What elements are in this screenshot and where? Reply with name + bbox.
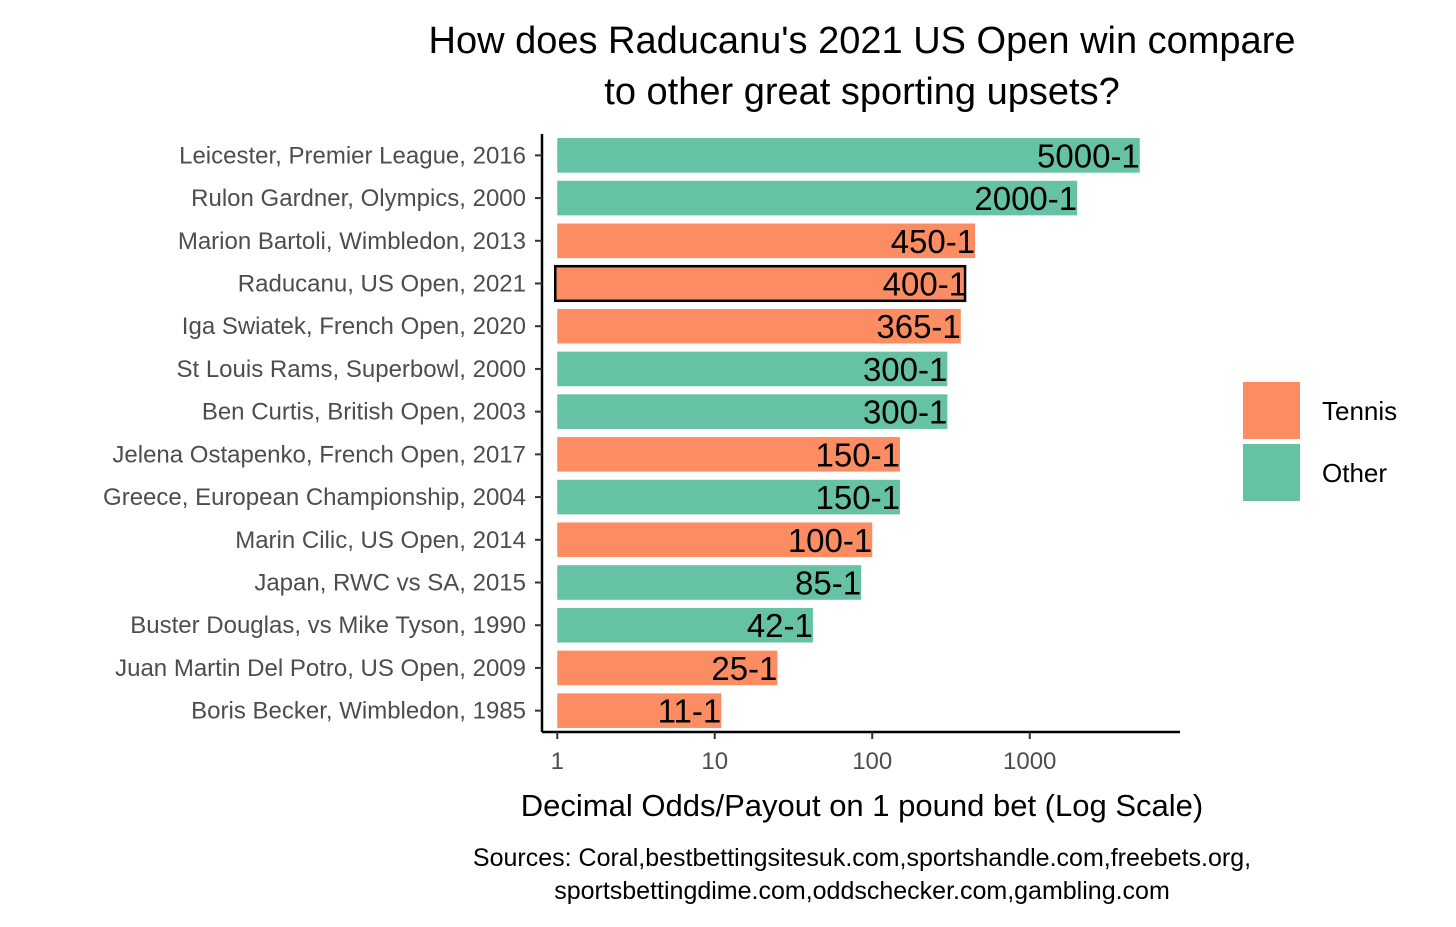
- x-tick-label: 1: [551, 748, 564, 775]
- bar-value-label: 150-1: [816, 436, 900, 473]
- bar-value-label: 2000-1: [974, 180, 1077, 217]
- bar: [557, 138, 1140, 173]
- bar-value-label: 11-1: [658, 693, 722, 730]
- bar: [557, 437, 900, 472]
- chart-title-line-2: to other great sporting upsets?: [604, 71, 1119, 113]
- caption-line-2: sportsbettingdime.com,oddschecker.com,ga…: [554, 877, 1170, 905]
- bar: [557, 223, 976, 259]
- legend-swatch-tennis: [1243, 382, 1300, 439]
- bar: [557, 693, 722, 728]
- x-tick-label: 10: [701, 748, 728, 775]
- sources-caption: Sources: Coral,bestbettingsitesuk.com,sp…: [473, 844, 1251, 905]
- bar: [557, 394, 948, 429]
- legend-label-tennis: Tennis: [1322, 396, 1397, 426]
- bar-value-label: 5000-1: [1037, 137, 1140, 174]
- bar-value-label: 400-1: [883, 266, 967, 303]
- bar: [557, 607, 813, 643]
- y-tick-label: Jelena Ostapenko, French Open, 2017: [112, 441, 526, 468]
- bar-value-label: 85-1: [795, 565, 861, 602]
- y-axis: Leicester, Premier League, 2016 Rulon Gar…: [103, 134, 544, 732]
- bar-value-label: 300-1: [863, 351, 947, 388]
- x-tick-label: 1000: [1003, 748, 1056, 775]
- y-tick-label: Marin Cilic, US Open, 2014: [235, 527, 526, 554]
- legend: Tennis Other: [1243, 382, 1397, 501]
- chart-title-line-1: How does Raducanu's 2021 US Open win com…: [429, 20, 1296, 62]
- y-tick-label: Marion Bartoli, Wimbledon, 2013: [178, 228, 526, 255]
- legend-swatch-other: [1243, 444, 1300, 501]
- bar-value-label: 150-1: [816, 479, 900, 516]
- y-axis-ticks: Leicester, Premier League, 2016 Rulon Gar…: [103, 142, 542, 725]
- y-tick-label: Boris Becker, Wimbledon, 1985: [191, 698, 526, 725]
- y-tick-label: Buster Douglas, vs Mike Tyson, 1990: [130, 612, 526, 639]
- y-tick-label: Greece, European Championship, 2004: [103, 484, 526, 511]
- bar-value-label: 365-1: [876, 308, 960, 345]
- bar-value-label: 100-1: [788, 522, 872, 559]
- x-axis-label: Decimal Odds/Payout on 1 pound bet (Log …: [521, 788, 1203, 823]
- bar: [557, 308, 961, 344]
- bars-group: [554, 138, 1140, 728]
- bar-value-labels: 5000-1 2000-1 450-1 400-1 365-1 300-1 300-1 150…: [658, 137, 1140, 729]
- chart-title: How does Raducanu's 2021 US Open win com…: [429, 20, 1296, 113]
- bar: [557, 565, 862, 600]
- y-tick-label: Rulon Gardner, Olympics, 2000: [191, 185, 526, 212]
- bar: [557, 479, 900, 515]
- bar-value-label: 42-1: [747, 607, 813, 644]
- bar: [557, 522, 873, 558]
- x-axis-ticks: 1 10 100 1000: [551, 732, 1056, 775]
- bar-value-label: 450-1: [891, 223, 975, 260]
- y-tick-label: Japan, RWC vs SA, 2015: [254, 570, 526, 597]
- bar: [557, 351, 948, 387]
- y-tick-label: Iga Swiatek, French Open, 2020: [182, 313, 526, 340]
- y-tick-label: Leicester, Premier League, 2016: [179, 142, 526, 169]
- bar: [557, 650, 778, 686]
- bar-value-label: 300-1: [863, 394, 947, 431]
- x-axis: 1 10 100 1000: [542, 730, 1180, 775]
- bar-value-label: 25-1: [711, 650, 777, 687]
- x-tick-label: 100: [852, 748, 892, 775]
- caption-line-1: Sources: Coral,bestbettingsitesuk.com,sp…: [473, 844, 1251, 872]
- y-tick-label: Ben Curtis, British Open, 2003: [202, 399, 526, 426]
- bar: [557, 180, 1078, 216]
- y-tick-label: Raducanu, US Open, 2021: [238, 271, 526, 298]
- y-tick-label: St Louis Rams, Superbowl, 2000: [176, 356, 526, 383]
- y-tick-label: Juan Martin Del Potro, US Open, 2009: [115, 655, 526, 682]
- highlighted-bar: [554, 264, 967, 303]
- legend-label-other: Other: [1322, 458, 1387, 488]
